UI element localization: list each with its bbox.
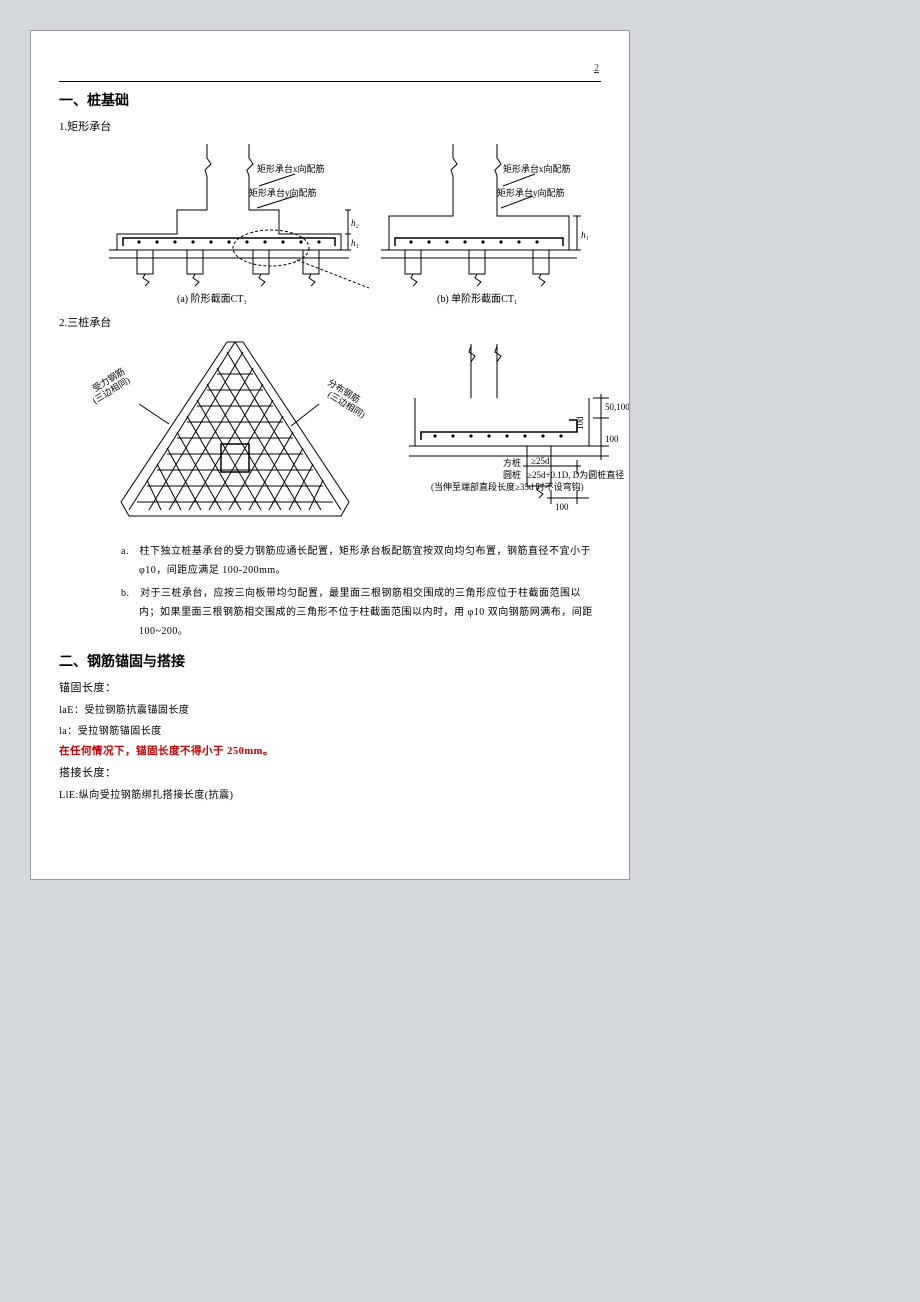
svg-text:h₂: h₂ (351, 218, 359, 228)
svg-text:矩形承台x向配筋: 矩形承台x向配筋 (503, 163, 571, 174)
min-anchor-note: 在任何情况下，锚固长度不得小于 250mm。 (59, 743, 601, 758)
la-line: la：受拉钢筋锚固长度 (59, 722, 601, 737)
svg-text:50,100: 50,100 (605, 402, 629, 412)
svg-text:≥25d+0.1D, D为圆桩直径: ≥25d+0.1D, D为圆桩直径 (527, 469, 624, 480)
svg-text:矩形承台y向配筋: 矩形承台y向配筋 (249, 187, 317, 198)
lap-length-label: 搭接长度： (59, 764, 601, 780)
svg-text:h₁: h₁ (581, 230, 589, 240)
note-a: a. 柱下独立桩基承台的受力钢筋应通长配置，矩形承台板配筋宜按双向均匀布置，钢筋… (121, 542, 601, 580)
svg-text:圆桩: 圆桩 (503, 469, 521, 480)
notes-list: a. 柱下独立桩基承台的受力钢筋应通长配置，矩形承台板配筋宜按双向均匀布置，钢筋… (121, 542, 601, 641)
svg-text:h₁: h₁ (351, 238, 359, 248)
svg-text:矩形承台x向配筋: 矩形承台x向配筋 (257, 163, 325, 174)
document-page: 2 一、桩基础 1.矩形承台 (30, 30, 630, 880)
svg-text:矩形承台y向配筋: 矩形承台y向配筋 (497, 187, 565, 198)
figure-2-svg: 受力钢筋 (三边相同) 分布钢筋 (三边相同) (89, 334, 629, 534)
figure-2: 受力钢筋 (三边相同) 分布钢筋 (三边相同) (89, 334, 601, 534)
note-b: b. 对于三桩承台，应按三向板带均匀配置，最里面三根钢筋相交围成的三角形应位于柱… (121, 584, 601, 641)
svg-text:10d: 10d (575, 416, 585, 430)
svg-text:(b) 单阶形截面CT₁: (b) 单阶形截面CT₁ (437, 292, 517, 305)
svg-text:100: 100 (605, 434, 619, 444)
section-2-title: 二、钢筋锚固与搭接 (59, 651, 601, 671)
svg-text:方桩: 方桩 (503, 457, 521, 468)
figure-1-svg: 矩形承台x向配筋 矩形承台y向配筋 h₁ h₂ (a) 阶形截面CT₁ (89, 138, 609, 308)
page-number: 2 (594, 63, 599, 74)
svg-text:(a) 阶形截面CT₁: (a) 阶形截面CT₁ (177, 292, 247, 305)
top-rule (59, 81, 601, 82)
anchor-length-label: 锚固长度： (59, 679, 601, 695)
laE-line: laE：受拉钢筋抗震锚固长度 (59, 701, 601, 716)
svg-text:(当伸至端部直段长度≥35d 时不设弯钩): (当伸至端部直段长度≥35d 时不设弯钩) (431, 481, 584, 492)
svg-text:100: 100 (555, 502, 569, 512)
svg-text:≥25d: ≥25d (531, 456, 550, 466)
LlE-line: LlE:纵向受拉钢筋绑扎搭接长度(抗震) (59, 786, 601, 801)
subsection-1: 1.矩形承台 (59, 118, 601, 134)
subsection-2: 2.三桩承台 (59, 314, 601, 330)
section-1-title: 一、桩基础 (59, 90, 601, 110)
figure-1: 矩形承台x向配筋 矩形承台y向配筋 h₁ h₂ (a) 阶形截面CT₁ (89, 138, 601, 308)
